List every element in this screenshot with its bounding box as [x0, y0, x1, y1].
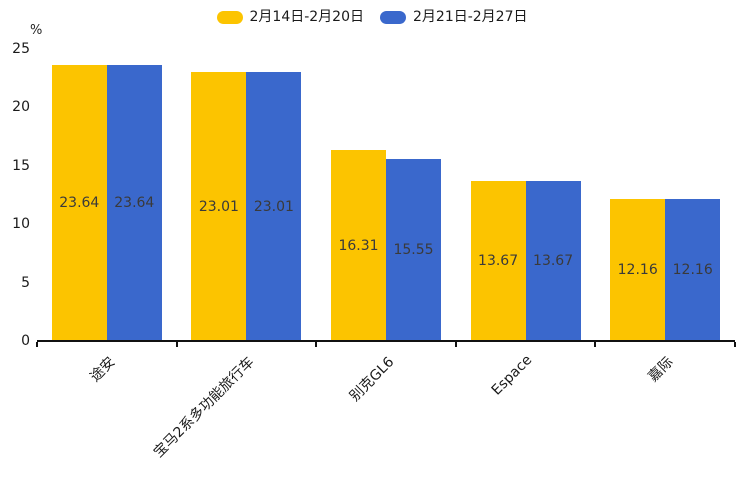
x-axis-tick-mark [315, 342, 318, 347]
y-axis-unit-label: % [30, 23, 43, 38]
x-axis-category-label: 宝马2系多功能旅行车 [151, 354, 258, 461]
legend-label-week2: 2月21日-2月27日 [413, 9, 528, 25]
x-axis-tick-mark [36, 342, 38, 347]
x-axis-category-label: 嘉际 [645, 354, 677, 386]
bar-week1-0[interactable] [51, 64, 107, 340]
bar-week2-3[interactable] [525, 181, 581, 340]
legend-swatch-week1-icon [216, 10, 243, 24]
bar-value-label: 16.31 [338, 237, 379, 254]
y-axis-tick-label: 0 [21, 333, 30, 349]
bar-week1-3[interactable] [470, 181, 526, 340]
y-axis-tick-label: 10 [12, 216, 30, 233]
bar-week2-4[interactable] [665, 198, 721, 340]
bar-week1-1[interactable] [191, 72, 247, 340]
bar-week2-0[interactable] [106, 64, 162, 340]
bar-value-label: 15.55 [393, 242, 434, 259]
bar-value-label: 23.64 [59, 194, 100, 211]
x-axis-tick-mark [734, 342, 736, 347]
bar-value-label: 23.64 [114, 194, 155, 211]
x-axis-tick-mark [594, 342, 597, 347]
y-axis-tick-label: 20 [12, 99, 30, 116]
y-axis-tick-label: 5 [21, 274, 30, 291]
x-axis-category-label: 别克GL6 [346, 354, 398, 405]
legend-swatch-week2-icon [380, 10, 406, 24]
x-axis-category-label: Espace [488, 352, 535, 399]
y-axis-tick-label: 25 [12, 41, 30, 57]
bar-value-label: 12.16 [617, 261, 658, 278]
bar-week1-2[interactable] [331, 150, 386, 340]
bar-value-label: 12.16 [672, 261, 713, 278]
bar-week2-1[interactable] [246, 72, 302, 340]
bar-week1-4[interactable] [610, 198, 666, 340]
bar-value-label: 13.67 [533, 253, 574, 270]
legend-item-week2[interactable]: 2月21日-2月27日 [380, 8, 528, 26]
bar-value-label: 23.01 [253, 198, 294, 215]
bar-value-label: 23.01 [198, 198, 239, 215]
legend: 2月14日-2月20日 2月21日-2月27日 [0, 8, 744, 26]
x-axis-category-label: 途安 [87, 354, 119, 386]
bar-value-label: 13.67 [478, 253, 519, 270]
legend-item-week1[interactable]: 2月14日-2月20日 [216, 8, 365, 26]
x-axis-tick-mark [454, 342, 457, 347]
y-axis-tick-label: 15 [12, 157, 30, 174]
bar-week2-2[interactable] [386, 159, 441, 340]
legend-label-week1: 2月14日-2月20日 [249, 9, 365, 25]
x-axis-line [37, 340, 735, 342]
x-axis-tick-mark [175, 342, 178, 347]
